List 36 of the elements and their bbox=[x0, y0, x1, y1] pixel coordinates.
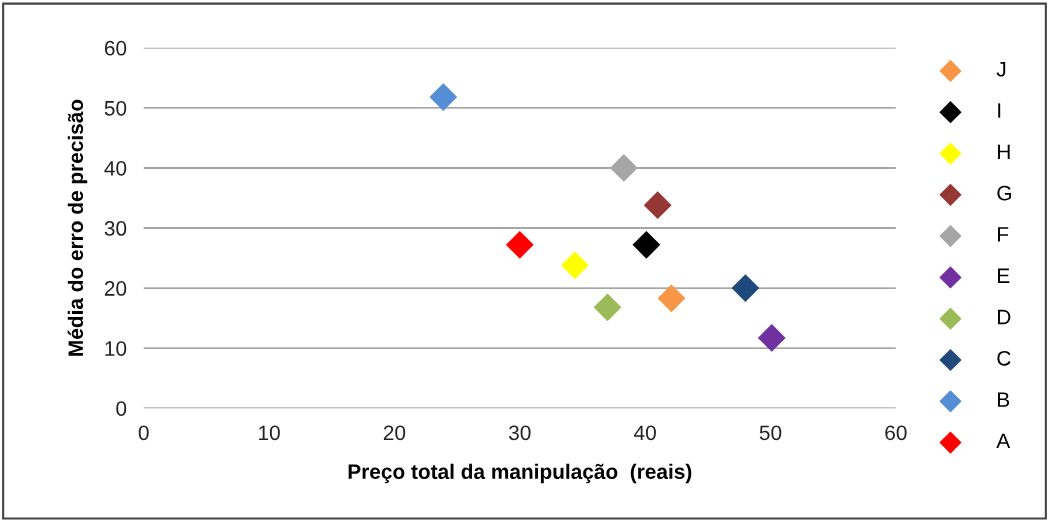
legend-label: A bbox=[996, 433, 1011, 449]
y-tick-label: 10 bbox=[105, 341, 127, 356]
point bbox=[757, 324, 786, 352]
y-tick-label: 40 bbox=[104, 160, 127, 176]
legend-label: E bbox=[998, 268, 1010, 283]
x-tick-label: 30 bbox=[508, 425, 531, 441]
legend-label: H bbox=[998, 144, 1010, 159]
y-tick-label: 30 bbox=[104, 221, 127, 236]
legend-label: C bbox=[997, 350, 1011, 366]
point bbox=[632, 230, 661, 259]
legend-label: J bbox=[996, 62, 1006, 77]
point bbox=[561, 251, 589, 280]
y-tick-label: 60 bbox=[104, 40, 127, 56]
point bbox=[643, 191, 672, 220]
legend-label: F bbox=[998, 227, 1009, 242]
point bbox=[505, 230, 534, 259]
legend-label: G bbox=[997, 185, 1011, 201]
point bbox=[609, 154, 638, 182]
x-tick-label: 0 bbox=[138, 425, 149, 441]
y-tick-label: 50 bbox=[104, 100, 127, 116]
point bbox=[429, 83, 458, 111]
x-tick-label: 50 bbox=[759, 425, 782, 441]
x-tick-label: 10 bbox=[259, 425, 280, 441]
y-tick-label: 20 bbox=[104, 281, 127, 296]
point bbox=[593, 293, 622, 322]
x-tick-label: 20 bbox=[383, 425, 406, 441]
y-axis-title: Média do erro de precisão bbox=[67, 99, 88, 356]
y-tick-label: 0 bbox=[116, 401, 127, 416]
point bbox=[657, 284, 686, 313]
x-tick-label: 40 bbox=[634, 425, 656, 441]
legend-label: D bbox=[998, 309, 1011, 325]
x-axis-title: Preço total da manipulação (reais) bbox=[348, 463, 692, 484]
x-tick-label: 60 bbox=[885, 425, 907, 441]
point bbox=[731, 274, 760, 302]
legend-label: I bbox=[998, 103, 1001, 118]
legend-label: B bbox=[998, 392, 1010, 407]
